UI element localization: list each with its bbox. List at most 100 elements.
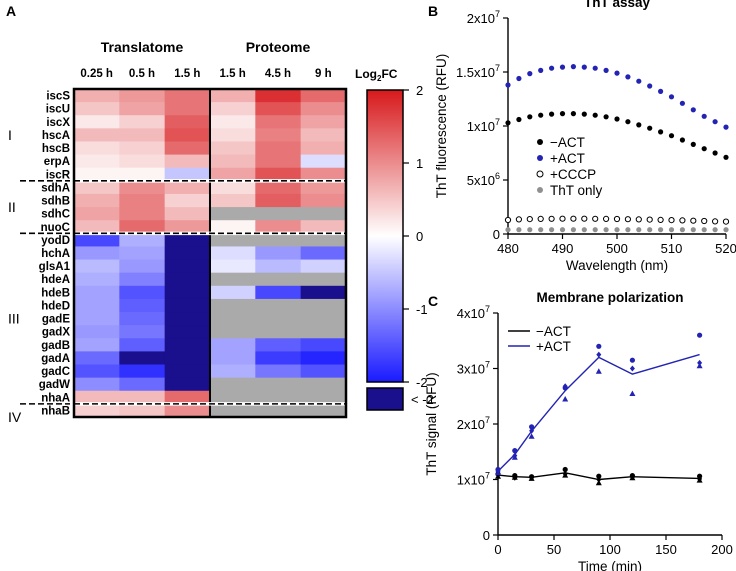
x-tick-label: 200 (711, 542, 733, 557)
row-label: sdhA (41, 182, 70, 194)
data-point (527, 114, 533, 120)
heatmap-cell (209, 338, 256, 352)
heatmap-cell (164, 351, 211, 366)
data-point (647, 125, 653, 131)
data-point (679, 217, 686, 224)
y-tick-label: 1x107 (467, 117, 500, 134)
heatmap-cell (300, 285, 347, 300)
heatmap-cell (119, 338, 166, 352)
heatmap-cell (255, 193, 302, 208)
data-point (722, 218, 730, 225)
data-point (679, 100, 686, 106)
heatmap-cell (300, 259, 347, 274)
replicate-point (596, 343, 602, 349)
heatmap-cell (255, 403, 302, 418)
heatmap-cell (164, 115, 211, 129)
row-label: hdeA (41, 274, 70, 286)
heatmap-cell (119, 102, 166, 116)
row-label: hdeB (41, 287, 70, 299)
heatmap-cell (300, 298, 347, 313)
heatmap-cell (119, 167, 166, 182)
heatmap-cell (209, 403, 256, 418)
panel-label-a: A (6, 3, 16, 19)
y-tick-label: 1x107 (457, 471, 490, 488)
data-point (548, 215, 555, 222)
replicate-point (596, 473, 602, 479)
heatmap-cell (209, 115, 256, 129)
heatmap-cell (255, 154, 302, 169)
heatmap-cell (209, 154, 256, 169)
heatmap-cell (74, 102, 120, 116)
y-tick-label: 4x107 (457, 304, 490, 321)
row-label: sdhC (41, 209, 70, 221)
data-point (679, 227, 686, 233)
data-point (559, 111, 566, 117)
heatmap-cell (119, 115, 166, 129)
replicate-point (512, 452, 518, 459)
heatmap-cell (255, 89, 302, 103)
data-point (505, 120, 511, 126)
heatmap-labels: Translatome Proteome 0.25 h 0.5 h 1.5 h 1.5 h… (8, 39, 332, 425)
heatmap-cell (255, 325, 302, 339)
section-label: II (8, 199, 16, 215)
heatmap-cell (119, 220, 166, 234)
heatmap-cell (255, 364, 302, 379)
heatmap-cell (164, 338, 211, 352)
heatmap-cell (300, 233, 347, 247)
x-tick-label: 520 (715, 241, 736, 256)
legend-marker (536, 170, 544, 178)
heatmap-cell (164, 312, 211, 326)
y-tick-label: 2x107 (457, 415, 490, 432)
data-point (603, 215, 610, 222)
data-point (658, 227, 664, 233)
colorbar-title: Log2FC (355, 67, 398, 83)
heatmap-cell (300, 154, 347, 169)
heatmap-cell (300, 351, 347, 366)
data-point (690, 141, 696, 147)
heatmap-cell (119, 285, 166, 300)
row-label: gadC (41, 366, 70, 378)
legend-marker (537, 187, 543, 193)
heatmap-cell (300, 128, 347, 142)
data-point (668, 133, 675, 139)
heatmap-cell (164, 285, 211, 300)
heatmap-cell (164, 207, 211, 221)
heatmap-cell (74, 246, 120, 261)
colorbar-tick-label: 0 (416, 229, 423, 244)
heatmap-cell (300, 89, 347, 103)
heatmap-cell (119, 233, 166, 247)
heatmap-cell (255, 233, 302, 247)
replicate-point (596, 476, 602, 483)
heatmap-cell (209, 180, 256, 195)
heatmap-cell (119, 390, 166, 405)
heatmap-cell (74, 377, 120, 392)
heatmap-cell (74, 351, 120, 366)
data-point (505, 227, 511, 233)
heatmap-cell (74, 154, 120, 169)
data-point (549, 111, 555, 117)
heatmap-cell (209, 272, 256, 287)
heatmap-cell (74, 285, 120, 300)
heatmap-cell (74, 115, 120, 129)
data-point (549, 65, 555, 71)
x-axis-label: Wavelength (nm) (566, 258, 668, 273)
heatmap-cell (164, 167, 211, 182)
column-label: 1.5 h (174, 68, 200, 80)
data-point (701, 217, 708, 225)
data-point (505, 82, 511, 88)
legend-marker (537, 139, 543, 145)
section-label: IV (8, 409, 22, 425)
heatmap-cell (74, 390, 120, 405)
data-point (603, 114, 609, 120)
data-point (614, 227, 620, 233)
row-label: iscU (46, 104, 70, 116)
heatmap-cell (74, 272, 120, 287)
data-point (538, 227, 544, 233)
heatmap-cell (209, 259, 256, 274)
data-point (603, 67, 609, 73)
heatmap-cell (119, 89, 166, 103)
row-label: glsA1 (39, 261, 71, 273)
column-label: 0.25 h (80, 68, 113, 80)
data-point (570, 227, 577, 233)
replicate-point (529, 427, 535, 434)
